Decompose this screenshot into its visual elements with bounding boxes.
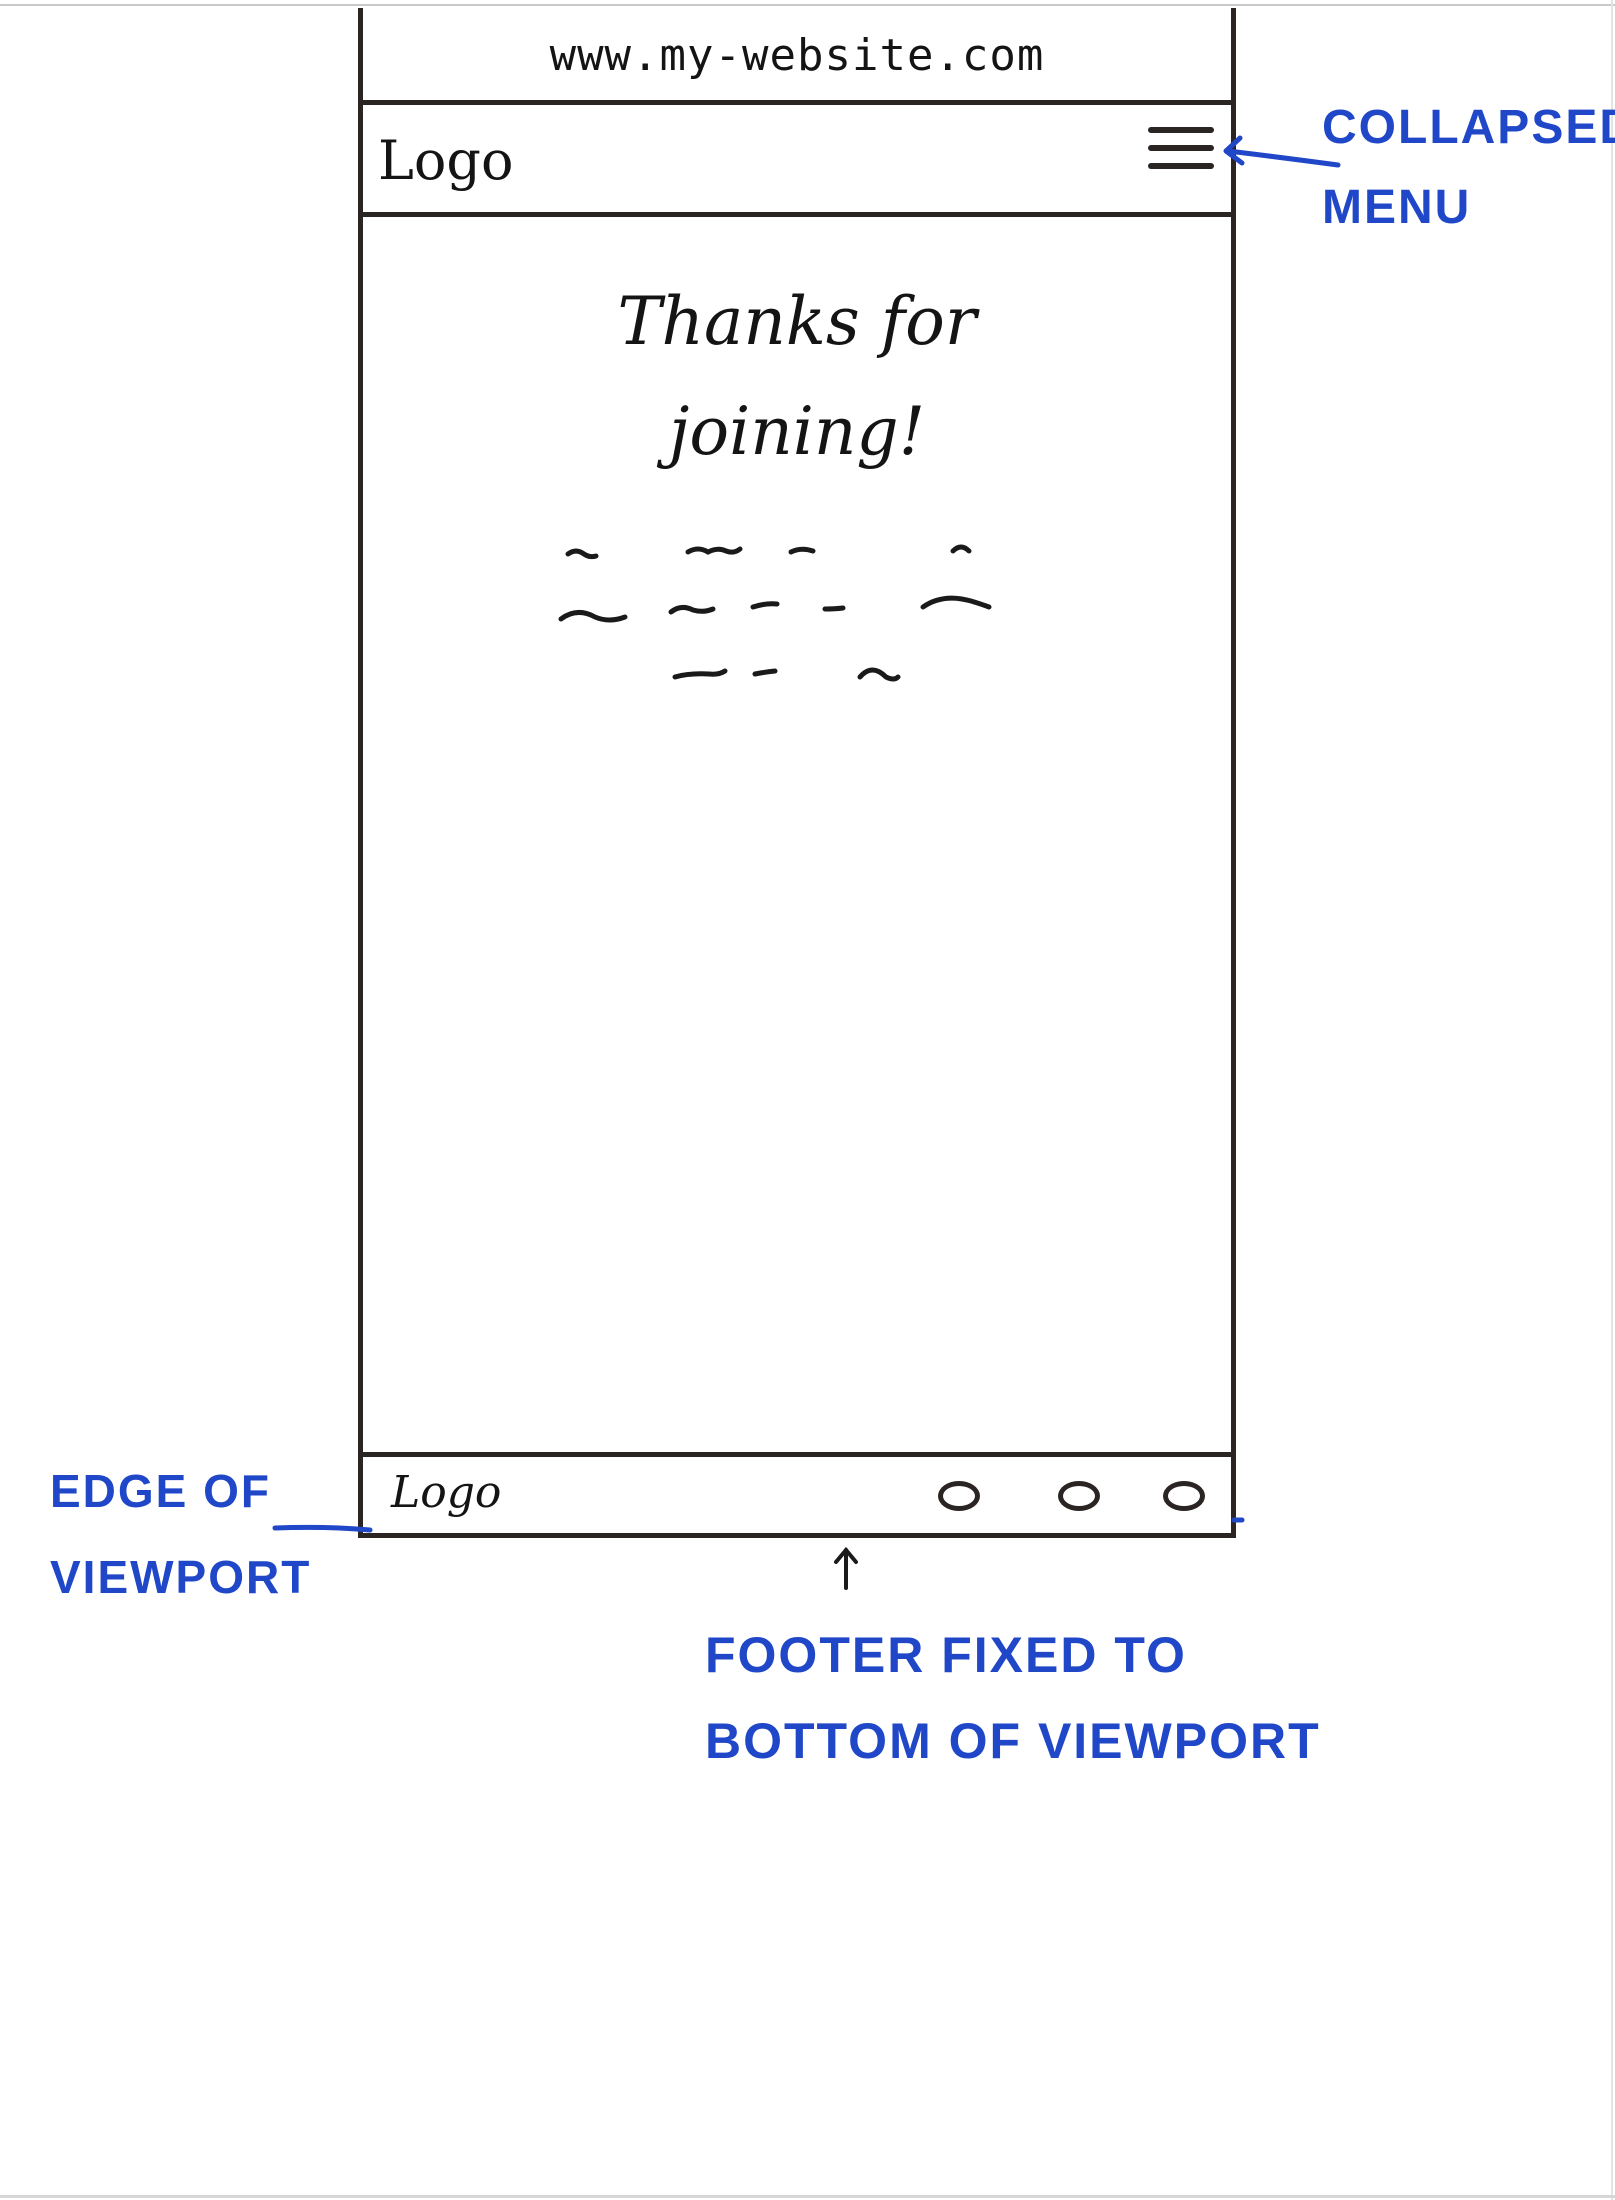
site-header: Logo [358, 105, 1236, 217]
board-edge-right [1611, 0, 1613, 2200]
header-logo: Logo [378, 129, 514, 192]
circle-icon[interactable] [1058, 1481, 1100, 1511]
arrow-up-icon [834, 1546, 858, 1564]
board-edge-bottom [0, 2195, 1615, 2198]
site-footer: Logo [363, 1452, 1231, 1538]
circle-icon[interactable] [1163, 1481, 1205, 1511]
annotation-footer-fixed: FOOTER FIXED TO BOTTOM OF VIEWPORT [705, 1627, 1321, 1769]
annotation-collapsed-menu: COLLAPSED MENU [1322, 101, 1615, 234]
phone-viewport-frame [358, 8, 1236, 1538]
page-content: Thanks for joining! [363, 217, 1231, 1457]
annotation-edge-of-viewport: EDGE OF VIEWPORT [50, 1465, 312, 1603]
footer-logo: Logo [391, 1467, 502, 1518]
url-bar: www.my-website.com [358, 8, 1236, 105]
hamburger-menu-icon[interactable] [1148, 123, 1214, 175]
placeholder-text-lines [558, 544, 992, 682]
url-text: www.my-website.com [549, 30, 1045, 81]
board-edge-top [0, 4, 1615, 6]
thanks-heading: Thanks for joining! [617, 283, 977, 470]
circle-icon[interactable] [938, 1481, 980, 1511]
